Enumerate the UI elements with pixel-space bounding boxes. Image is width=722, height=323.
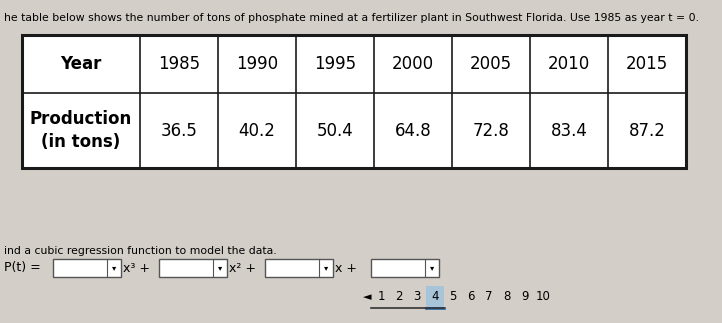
Text: 1995: 1995 xyxy=(314,55,356,73)
Text: 1985: 1985 xyxy=(158,55,200,73)
Bar xyxy=(22,35,686,168)
Bar xyxy=(22,35,686,168)
Text: 4: 4 xyxy=(431,290,439,304)
Text: P(t) =: P(t) = xyxy=(4,262,40,275)
Text: x +: x + xyxy=(335,262,357,275)
Text: 10: 10 xyxy=(536,290,550,304)
Bar xyxy=(265,259,333,277)
Text: ▾: ▾ xyxy=(430,264,434,273)
Text: 36.5: 36.5 xyxy=(160,121,197,140)
Text: 5: 5 xyxy=(449,290,457,304)
Text: he table below shows the number of tons of phosphate mined at a fertilizer plant: he table below shows the number of tons … xyxy=(4,13,699,23)
Text: ▾: ▾ xyxy=(324,264,328,273)
Text: Year: Year xyxy=(61,55,102,73)
Text: Production
(in tons): Production (in tons) xyxy=(30,110,132,151)
Text: 72.8: 72.8 xyxy=(473,121,510,140)
Text: ▾: ▾ xyxy=(218,264,222,273)
Text: 64.8: 64.8 xyxy=(395,121,431,140)
Text: 9: 9 xyxy=(521,290,529,304)
Bar xyxy=(159,259,227,277)
Text: 2010: 2010 xyxy=(548,55,590,73)
Text: 6: 6 xyxy=(467,290,475,304)
Text: 83.4: 83.4 xyxy=(551,121,588,140)
Text: 2000: 2000 xyxy=(392,55,434,73)
Text: 3: 3 xyxy=(413,290,421,304)
Text: 7: 7 xyxy=(485,290,492,304)
Bar xyxy=(371,259,439,277)
Text: 1990: 1990 xyxy=(236,55,278,73)
Text: 1: 1 xyxy=(378,290,385,304)
Text: ▾: ▾ xyxy=(112,264,116,273)
Text: 40.2: 40.2 xyxy=(238,121,275,140)
Bar xyxy=(426,286,444,308)
Text: 2005: 2005 xyxy=(470,55,512,73)
Text: x² +: x² + xyxy=(229,262,256,275)
Text: 8: 8 xyxy=(503,290,510,304)
Text: 87.2: 87.2 xyxy=(629,121,666,140)
Text: 2: 2 xyxy=(395,290,403,304)
Text: x³ +: x³ + xyxy=(123,262,150,275)
Text: ind a cubic regression function to model the data.: ind a cubic regression function to model… xyxy=(4,246,277,256)
Text: 2015: 2015 xyxy=(626,55,668,73)
Bar xyxy=(53,259,121,277)
Text: ◄: ◄ xyxy=(362,292,371,302)
Text: 50.4: 50.4 xyxy=(317,121,353,140)
